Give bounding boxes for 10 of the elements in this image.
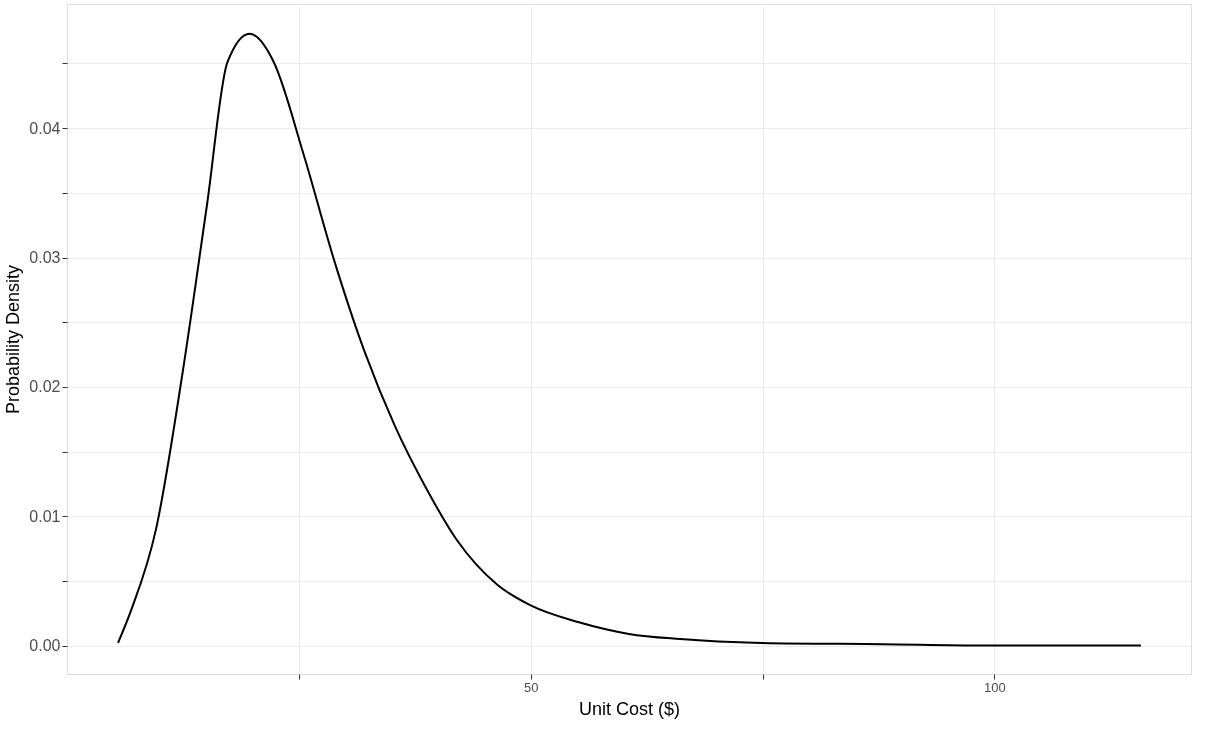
line-series	[117, 32, 1142, 647]
y-tick-label: 0.01	[29, 507, 61, 525]
x-tick-label: 100	[984, 679, 1006, 695]
y-tick-label: 0.03	[29, 249, 61, 267]
y-tick-label: 0.02	[29, 378, 61, 396]
x-tick-label: 50	[523, 679, 539, 695]
y-axis-title: Probability Density	[3, 264, 24, 415]
y-tick-label: 0.04	[29, 119, 61, 137]
x-axis-title: Unit Cost ($)	[578, 698, 681, 719]
y-tick-label: 0.00	[29, 637, 61, 655]
